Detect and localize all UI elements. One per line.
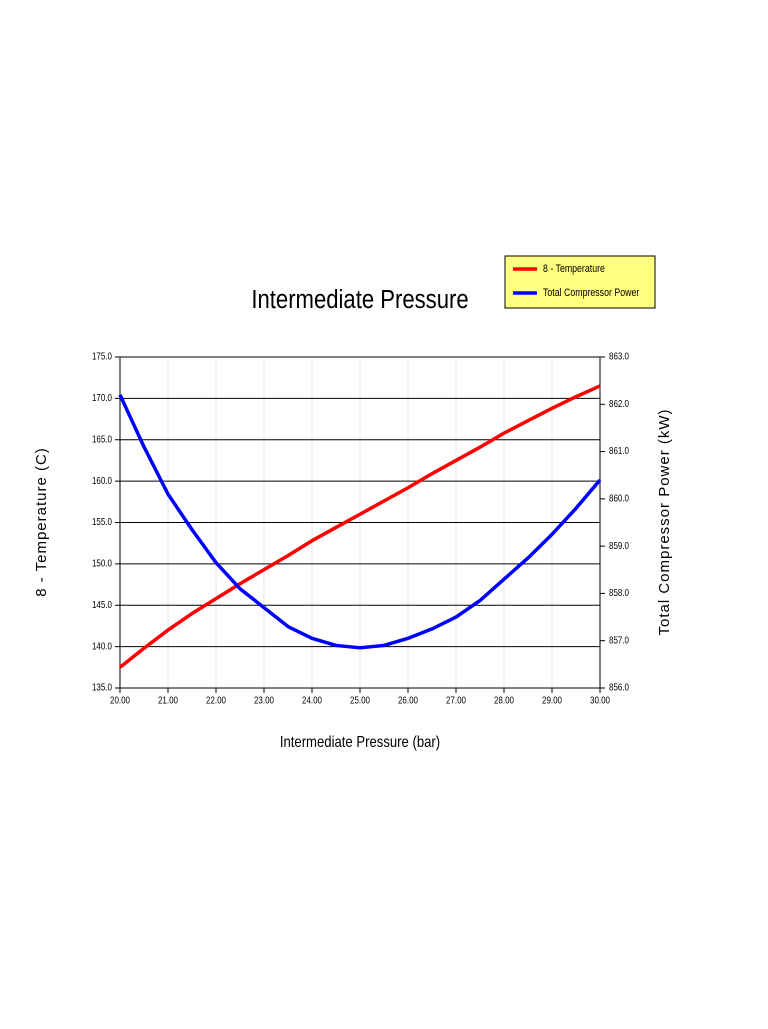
y2-tick-label: 861.0: [609, 445, 629, 456]
series-line: [118, 394, 602, 650]
legend-box: [504, 255, 656, 309]
x-tick-label: 24.00: [302, 695, 322, 706]
y2-tick-label: 860.0: [609, 493, 629, 504]
y2-tick-label: 856.0: [609, 682, 629, 693]
x-tick-label: 28.00: [494, 695, 514, 706]
y2-axis-label: Total Compressor Power (kW): [656, 408, 673, 635]
y-axis-label: 8 - Temperature (C): [33, 447, 50, 597]
y-tick-label: 165.0: [92, 434, 112, 445]
x-axis-label: Intermediate Pressure (bar): [280, 734, 440, 751]
x-tick-label: 26.00: [398, 695, 418, 706]
x-tick-label: 20.00: [110, 695, 130, 706]
plot-frame: [119, 356, 601, 689]
x-tick-label: 27.00: [446, 695, 466, 706]
x-tick-label: 25.00: [350, 695, 370, 706]
y-tick-label: 175.0: [92, 351, 112, 362]
x-tick-label: 23.00: [254, 695, 274, 706]
x-tick-label: 29.00: [542, 695, 562, 706]
series-line: [118, 384, 601, 669]
y2-tick-label: 859.0: [609, 540, 629, 551]
y-tick-label: 170.0: [92, 392, 112, 403]
y2-tick-label: 857.0: [609, 635, 629, 646]
legend-label: 8 - Temperature: [543, 263, 605, 275]
y-tick-label: 160.0: [92, 475, 112, 486]
y2-tick-label: 862.0: [609, 398, 629, 409]
x-tick-label: 22.00: [206, 695, 226, 706]
y-tick-label: 140.0: [92, 640, 112, 651]
legend-label: Total Compressor Power: [543, 287, 640, 299]
x-tick-label: 30.00: [590, 695, 610, 706]
x-tick-label: 21.00: [158, 695, 178, 706]
y-tick-label: 135.0: [92, 682, 112, 693]
y-tick-label: 145.0: [92, 599, 112, 610]
y2-tick-label: 858.0: [609, 587, 629, 598]
y-tick-label: 155.0: [92, 516, 112, 527]
chart-title: Intermediate Pressure: [251, 285, 468, 314]
y2-tick-label: 863.0: [609, 351, 629, 362]
y-tick-label: 150.0: [92, 558, 112, 569]
